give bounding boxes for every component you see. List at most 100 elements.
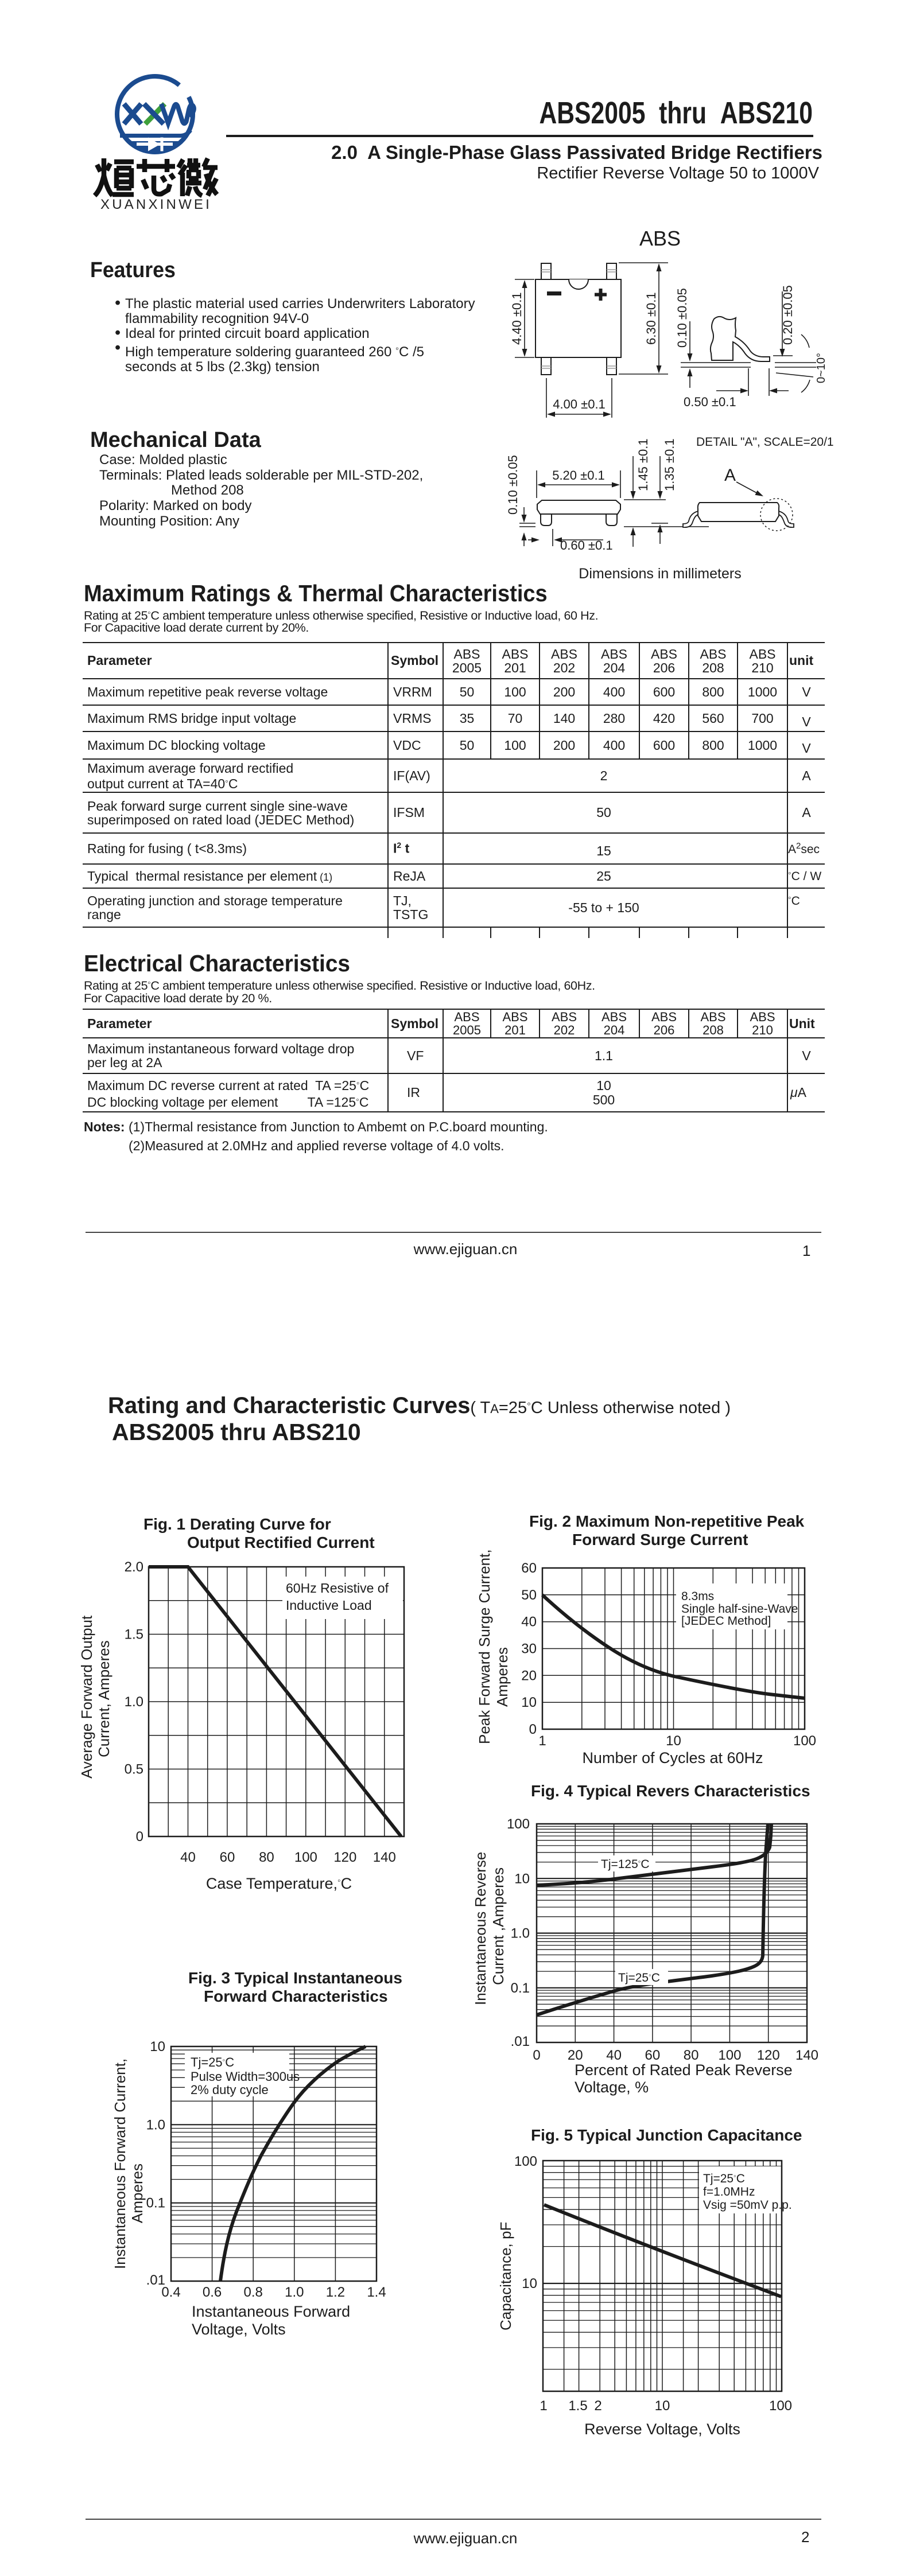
svg-text:40: 40 [606, 2048, 622, 2063]
svg-text:1.4: 1.4 [367, 2285, 386, 2300]
svg-text:ABS: ABS [639, 227, 681, 250]
svg-text:10: 10 [521, 1695, 537, 1710]
svg-text:Percent of Rated Peak Reverse: Percent of Rated Peak Reverse [575, 2061, 793, 2079]
svg-text:Fig. 3 Typical Instantaneous: Fig. 3 Typical Instantaneous [188, 1969, 402, 1987]
svg-text:20: 20 [521, 1668, 537, 1683]
svg-text:100: 100 [514, 2154, 537, 2169]
svg-text:1.5: 1.5 [125, 1627, 143, 1643]
svg-text:0.6: 0.6 [203, 2285, 222, 2300]
svg-text:.01: .01 [511, 2034, 530, 2049]
svg-text:120: 120 [757, 2048, 780, 2063]
svg-text:Current, Amperes: Current, Amperes [95, 1640, 112, 1757]
svg-text:8.3ms: 8.3ms [681, 1590, 714, 1603]
svg-text:1.0: 1.0 [146, 2117, 165, 2133]
svg-text:80: 80 [684, 2048, 699, 2063]
svg-text:10: 10 [522, 2276, 537, 2291]
svg-text:0.10 ±0.05: 0.10 ±0.05 [506, 455, 520, 515]
svg-text:Inductive Load: Inductive Load [286, 1598, 372, 1613]
svg-text:.01: .01 [146, 2273, 165, 2288]
svg-text:Average Forward Output: Average Forward Output [78, 1615, 95, 1779]
svg-text:60: 60 [645, 2048, 661, 2063]
svg-text:2% duty cycle: 2% duty cycle [191, 2083, 269, 2097]
svg-text:100: 100 [793, 1733, 816, 1749]
svg-text:0.4: 0.4 [161, 2285, 180, 2300]
svg-text:1.0: 1.0 [511, 1926, 530, 1941]
svg-text:10: 10 [666, 1733, 681, 1749]
svg-text:Forward Surge Current: Forward Surge Current [572, 1531, 748, 1548]
svg-text:0.1: 0.1 [511, 1980, 530, 1996]
svg-text:140: 140 [795, 2048, 818, 2063]
svg-text:0: 0 [529, 1722, 537, 1737]
svg-text:Capacitance, pF: Capacitance, pF [497, 2222, 514, 2330]
svg-text:0.50 ±0.1: 0.50 ±0.1 [684, 395, 736, 409]
svg-text:20: 20 [568, 2048, 583, 2063]
svg-text:Case Temperature,◦C: Case Temperature,◦C [206, 1875, 352, 1892]
svg-text:Dimensions in millimeters: Dimensions in millimeters [579, 566, 741, 582]
svg-text:100: 100 [718, 2048, 741, 2063]
svg-text:[JEDEC Method]: [JEDEC Method] [681, 1614, 771, 1628]
svg-text:Current ,Amperes: Current ,Amperes [490, 1867, 507, 1985]
svg-text:Output Rectified Current: Output Rectified Current [187, 1534, 375, 1551]
svg-text:Pulse Width=300us: Pulse Width=300us [191, 2069, 300, 2084]
svg-text:60: 60 [521, 1561, 537, 1576]
svg-text:1: 1 [540, 2398, 547, 2414]
svg-text:Tj=25◦C: Tj=25◦C [191, 2055, 234, 2069]
svg-text:0.5: 0.5 [125, 1762, 143, 1777]
svg-text:Tj=125◦C: Tj=125◦C [601, 1857, 650, 1871]
svg-text:Number of Cycles at 60Hz: Number of Cycles at 60Hz [582, 1749, 763, 1766]
svg-text:Peak Forward Surge Current,: Peak Forward Surge Current, [476, 1549, 493, 1744]
svg-text:Voltage, Volts: Voltage, Volts [192, 2321, 286, 2338]
svg-text:0~10°: 0~10° [815, 353, 828, 383]
svg-text:1.35 ±0.1: 1.35 ±0.1 [662, 438, 677, 491]
svg-text:Instantaneous Forward: Instantaneous Forward [192, 2303, 350, 2320]
svg-text:Fig. 5 Typical Junction Capaci: Fig. 5 Typical Junction Capacitance [531, 2126, 802, 2144]
svg-text:1.45 ±0.1: 1.45 ±0.1 [636, 438, 650, 491]
svg-text:Vsig =50mV p.p.: Vsig =50mV p.p. [703, 2198, 792, 2212]
svg-text:Amperes: Amperes [129, 2163, 146, 2223]
svg-text:DETAIL "A", SCALE=20/1: DETAIL "A", SCALE=20/1 [696, 435, 834, 449]
svg-text:1.0: 1.0 [285, 2285, 304, 2300]
svg-text:Single half-sine-Wave: Single half-sine-Wave [681, 1602, 798, 1616]
svg-text:0.10 ±0.05: 0.10 ±0.05 [675, 288, 689, 348]
svg-text:Reverse Voltage, Volts: Reverse Voltage, Volts [584, 2421, 740, 2438]
svg-text:60Hz Resistive of: 60Hz Resistive of [286, 1581, 389, 1596]
svg-text:0: 0 [136, 1829, 143, 1845]
svg-text:5.20 ±0.1: 5.20 ±0.1 [552, 468, 605, 482]
svg-text:Fig. 2 Maximum Non-repetitive: Fig. 2 Maximum Non-repetitive Peak [529, 1512, 805, 1530]
svg-text:Forward Characteristics: Forward Characteristics [204, 1987, 388, 2005]
svg-text:10: 10 [514, 1871, 530, 1886]
svg-text:30: 30 [521, 1641, 537, 1657]
svg-text:Fig. 1 Derating Curve for: Fig. 1 Derating Curve for [143, 1515, 331, 1533]
svg-text:0.8: 0.8 [244, 2285, 263, 2300]
svg-text:0.1: 0.1 [146, 2196, 165, 2211]
svg-text:100: 100 [294, 1850, 317, 1865]
svg-text:80: 80 [259, 1850, 274, 1865]
svg-text:1.0: 1.0 [125, 1694, 143, 1710]
svg-text:1.2: 1.2 [326, 2285, 345, 2300]
svg-text:1: 1 [538, 1733, 546, 1749]
svg-text:0.60 ±0.1: 0.60 ±0.1 [560, 538, 613, 552]
svg-text:10: 10 [655, 2398, 670, 2414]
svg-text:120: 120 [333, 1850, 356, 1865]
svg-text:140: 140 [373, 1850, 396, 1865]
svg-text:4.00 ±0.1: 4.00 ±0.1 [553, 397, 606, 411]
svg-text:10: 10 [150, 2039, 165, 2054]
svg-text:Tj=25◦C: Tj=25◦C [703, 2172, 745, 2185]
svg-text:0: 0 [533, 2048, 540, 2063]
svg-text:100: 100 [507, 1816, 530, 1832]
svg-text:Tj=25◦C: Tj=25◦C [618, 1971, 660, 1984]
svg-text:4.40 ±0.1: 4.40 ±0.1 [510, 292, 524, 345]
svg-text:f=1.0MHz: f=1.0MHz [703, 2185, 755, 2198]
svg-text:50: 50 [521, 1587, 537, 1603]
svg-text:40: 40 [521, 1614, 537, 1630]
svg-text:Voltage, %: Voltage, % [575, 2079, 649, 2096]
svg-text:Instantaneous Reverse: Instantaneous Reverse [472, 1852, 489, 2005]
svg-text:Fig. 4 Typical Revers Characte: Fig. 4 Typical Revers Characteristics [531, 1782, 810, 1800]
svg-text:60: 60 [220, 1850, 235, 1865]
svg-text:6.30 ±0.1: 6.30 ±0.1 [644, 292, 658, 345]
svg-text:Instantaneous Forward Current,: Instantaneous Forward Current, [111, 2059, 129, 2269]
svg-text:XUANXINWEI: XUANXINWEI [100, 197, 212, 212]
svg-text:0.20 ±0.05: 0.20 ±0.05 [781, 285, 795, 345]
svg-text:2.0: 2.0 [125, 1559, 143, 1575]
svg-text:1.5: 1.5 [568, 2398, 587, 2414]
